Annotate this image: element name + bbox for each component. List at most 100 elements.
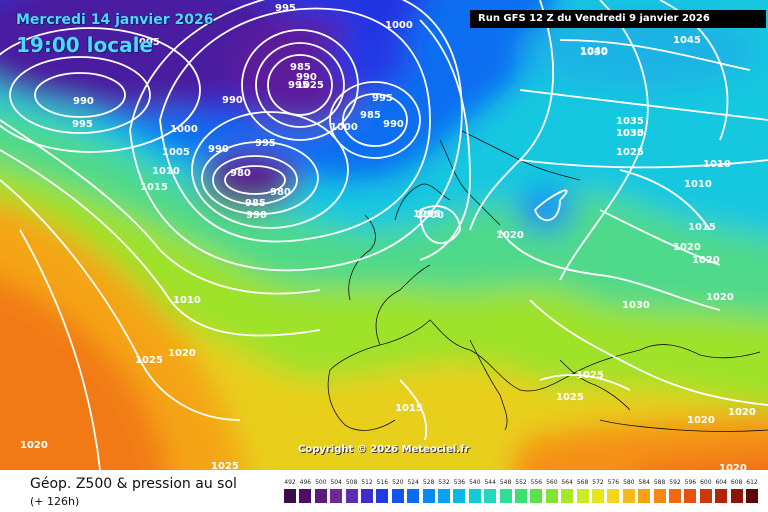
- legend-entry: 512: [360, 478, 374, 503]
- legend-swatch: [730, 489, 743, 503]
- legend-value: 600: [700, 479, 712, 486]
- isobar-label: 1025: [556, 392, 584, 403]
- isobar-label: 1030: [616, 128, 644, 139]
- isobars: [0, 0, 768, 470]
- legend-value: 544: [484, 479, 496, 486]
- isobar-label: 1000: [170, 124, 198, 135]
- legend-entry: 552: [514, 478, 528, 503]
- isobar-label: 985: [360, 110, 381, 121]
- legend-value: 592: [669, 479, 681, 486]
- legend-entry: 604: [714, 478, 728, 503]
- legend-entry: 564: [560, 478, 574, 503]
- legend-swatch: [576, 489, 589, 503]
- legend-entry: 544: [483, 478, 497, 503]
- legend-swatch: [453, 489, 466, 503]
- legend-swatch: [653, 489, 666, 503]
- legend-swatch: [545, 489, 558, 503]
- legend-swatch: [345, 489, 358, 503]
- legend-value: 612: [746, 479, 758, 486]
- legend-swatch: [361, 489, 373, 503]
- legend-swatch: [669, 489, 681, 503]
- isobar-label: 1010: [703, 159, 731, 170]
- isobar-label: 995: [372, 93, 393, 104]
- legend-value: 584: [638, 479, 650, 486]
- legend-value: 508: [345, 479, 358, 486]
- product-title: Géop. Z500 & pression au sol: [30, 476, 237, 492]
- legend-entry: 608: [730, 478, 744, 503]
- isobar-label: 1000: [416, 210, 444, 221]
- legend-entry: 556: [529, 478, 543, 503]
- legend-value: 516: [376, 479, 389, 486]
- isobar-label: 1040: [580, 46, 608, 57]
- isobar-label: 1020: [706, 292, 734, 303]
- isobar-label: 1020: [719, 463, 747, 470]
- legend-value: 512: [361, 479, 373, 486]
- isobar-label: 990: [246, 210, 267, 221]
- legend-swatch: [284, 489, 296, 503]
- isobar-label: 1020: [728, 407, 756, 418]
- isobar-label: 990: [222, 95, 243, 106]
- legend-entry: 520: [391, 478, 405, 503]
- legend-swatch: [622, 489, 635, 503]
- isobar-label: 1025: [135, 355, 163, 366]
- legend-value: 576: [607, 479, 620, 486]
- isobar-label: 985: [290, 62, 311, 73]
- legend-entry: 540: [468, 478, 482, 503]
- isobar-label: 990: [296, 72, 317, 83]
- isobar-label: 1020: [168, 348, 196, 359]
- legend-swatch: [422, 489, 435, 503]
- isobar-label: 1025: [296, 80, 324, 91]
- isobar-label: 1010: [684, 179, 712, 190]
- legend-swatch: [407, 489, 420, 503]
- isobar-label: 1015: [395, 403, 423, 414]
- isobar-label: 1035: [616, 116, 644, 127]
- legend-value: 608: [730, 479, 743, 486]
- isobar-label: 1020: [687, 415, 715, 426]
- legend-swatch: [746, 489, 758, 503]
- legend-value: 572: [592, 479, 604, 486]
- legend-swatch: [715, 489, 728, 503]
- isobar-label: 1010: [173, 295, 201, 306]
- legend-swatch: [484, 489, 497, 503]
- legend-entry: 536: [452, 478, 466, 503]
- legend-value: 500: [315, 479, 327, 486]
- isobar-label: 1020: [673, 242, 701, 253]
- legend-swatch: [515, 489, 527, 503]
- forecast-local-time: 19:00 locale: [16, 33, 153, 57]
- legend-swatch: [391, 489, 404, 503]
- run-info: Run GFS 12 Z du Vendredi 9 janvier 2026: [470, 10, 766, 28]
- isobar-label: 1035: [616, 128, 644, 139]
- legend-entry: 500: [314, 478, 328, 503]
- weather-map: 995 1000 1005 990 995 1000 1005 1010 101…: [0, 0, 768, 470]
- isobar-label: 995: [72, 119, 93, 130]
- legend-entry: 572: [591, 478, 605, 503]
- legend-value: 548: [499, 479, 512, 486]
- legend-value: 536: [453, 479, 466, 486]
- isobar-label: 980: [230, 168, 251, 179]
- legend-swatch: [376, 489, 389, 503]
- legend-swatch: [330, 489, 343, 503]
- lead-time: (+ 126h): [30, 495, 80, 508]
- isobar-label: 1000: [330, 122, 358, 133]
- legend-value: 496: [299, 479, 312, 486]
- legend-value: 596: [684, 479, 697, 486]
- legend-value: 528: [422, 479, 435, 486]
- legend-entry: 528: [422, 478, 436, 503]
- legend-swatch: [638, 489, 651, 503]
- legend-entry: 492: [283, 478, 297, 503]
- isobar-label: 980: [270, 187, 291, 198]
- legend-entry: 596: [683, 478, 697, 503]
- legend-entry: 560: [545, 478, 559, 503]
- isobar-label: 990: [73, 96, 94, 107]
- legend-entry: 580: [622, 478, 636, 503]
- legend-entry: 516: [375, 478, 389, 503]
- isobar-label: 990: [383, 119, 404, 130]
- legend-swatch: [438, 489, 450, 503]
- isobar-label: 1030: [580, 47, 608, 58]
- isobar-label: 985: [245, 198, 266, 209]
- forecast-date: Mercredi 14 janvier 2026: [16, 12, 214, 28]
- isobar-label: 1000: [385, 20, 413, 31]
- legend-value: 492: [284, 479, 296, 486]
- legend-swatch: [699, 489, 712, 503]
